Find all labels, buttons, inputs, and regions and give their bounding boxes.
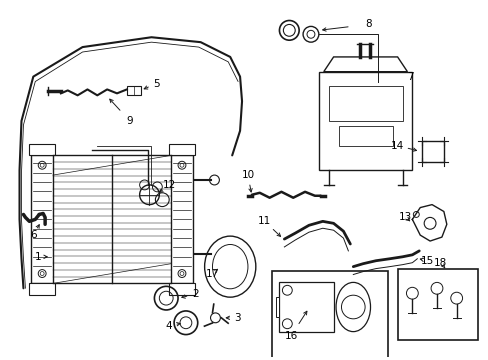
- Bar: [328, 86, 402, 121]
- Ellipse shape: [212, 244, 247, 289]
- Text: 2: 2: [192, 289, 199, 299]
- Bar: [126, 86, 141, 95]
- Text: 4: 4: [165, 321, 172, 331]
- Polygon shape: [323, 57, 407, 72]
- Text: 6: 6: [30, 230, 37, 240]
- Ellipse shape: [204, 236, 255, 297]
- Bar: [169, 144, 194, 156]
- Text: 8: 8: [364, 19, 370, 30]
- Text: 5: 5: [153, 78, 160, 89]
- Text: 14: 14: [390, 140, 404, 150]
- Text: 13: 13: [398, 212, 411, 222]
- Text: 15: 15: [420, 256, 433, 266]
- Bar: [169, 283, 194, 295]
- Bar: [276, 297, 279, 317]
- Bar: [31, 156, 53, 283]
- Bar: [29, 144, 55, 156]
- Bar: [338, 126, 392, 145]
- Text: 7: 7: [406, 72, 413, 82]
- Text: 10: 10: [241, 170, 254, 180]
- Ellipse shape: [335, 282, 370, 332]
- Bar: [271, 271, 387, 359]
- Bar: [279, 282, 333, 332]
- Text: 9: 9: [126, 116, 133, 126]
- Bar: [421, 141, 443, 162]
- Text: 17: 17: [205, 269, 219, 279]
- Text: 16: 16: [284, 330, 297, 341]
- Bar: [29, 283, 55, 295]
- Text: 11: 11: [258, 216, 271, 226]
- Bar: [397, 269, 477, 339]
- Text: 1: 1: [35, 252, 41, 262]
- Bar: [171, 156, 192, 283]
- Text: 3: 3: [233, 313, 240, 323]
- Text: 12: 12: [162, 180, 176, 190]
- Text: 18: 18: [433, 258, 447, 268]
- Bar: [318, 72, 411, 170]
